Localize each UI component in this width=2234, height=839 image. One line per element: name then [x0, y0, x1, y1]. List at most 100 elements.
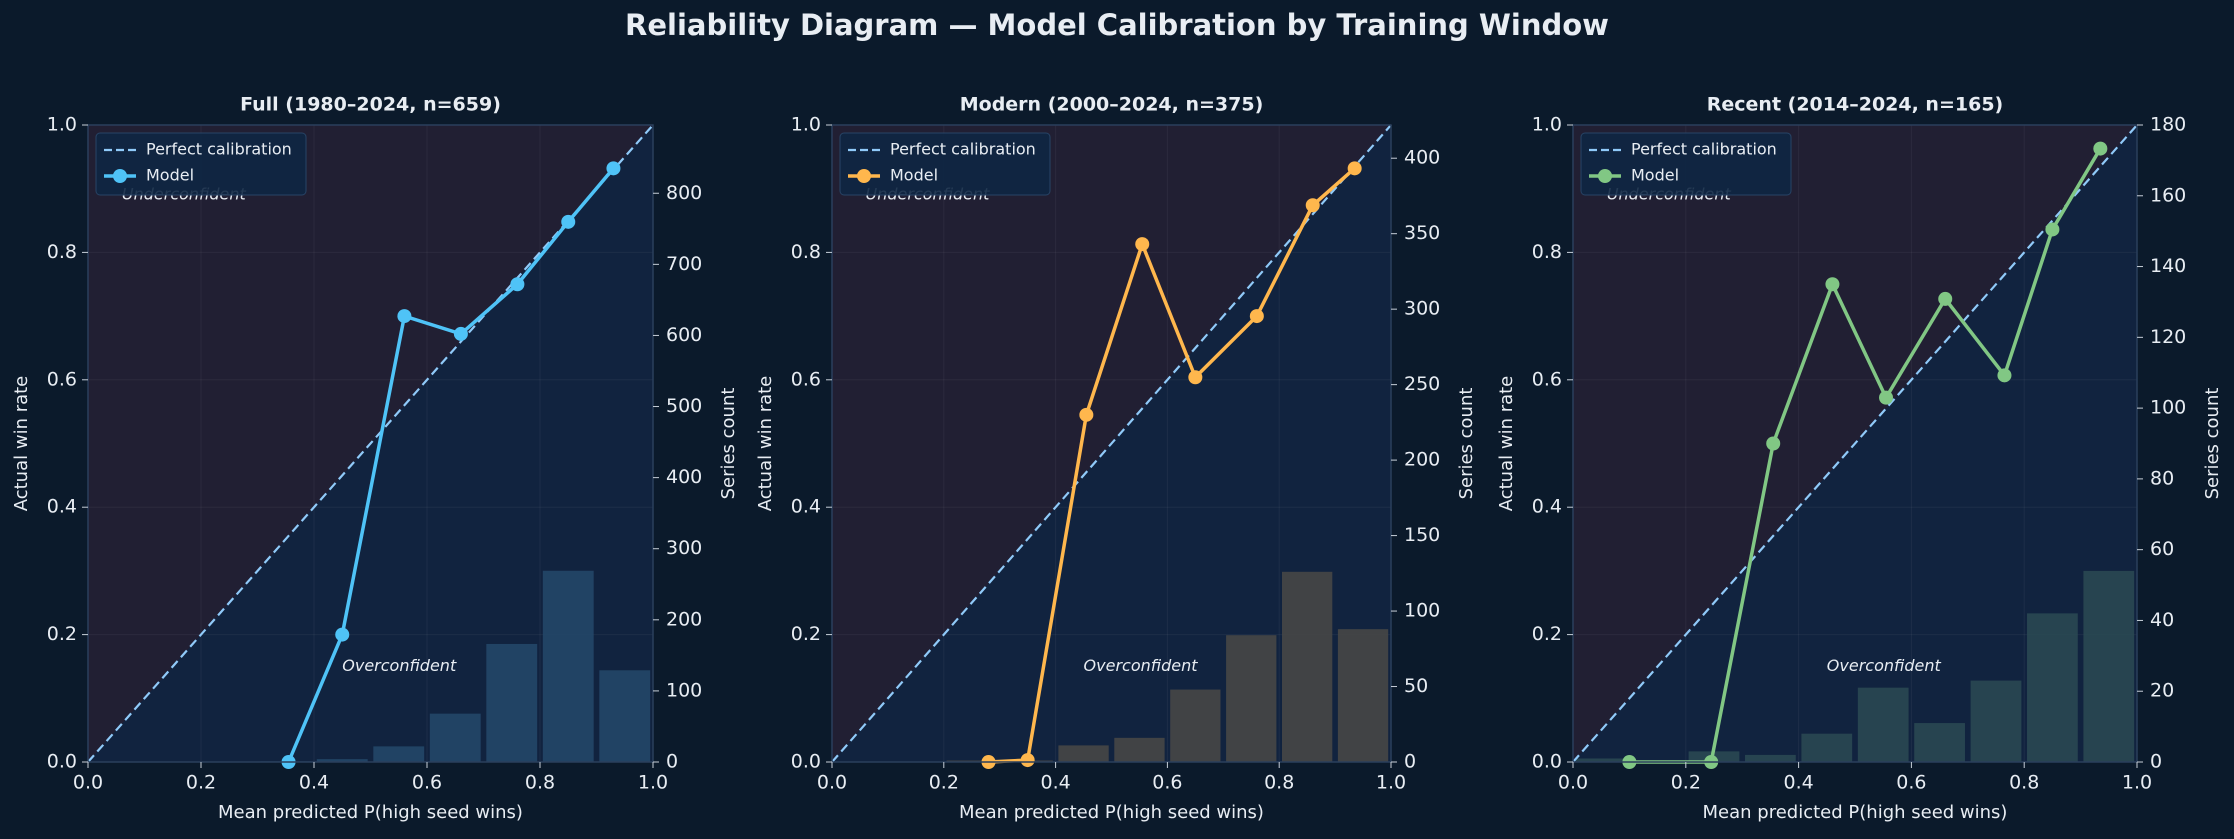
model-point [1938, 291, 1953, 306]
model-point [1997, 368, 2012, 383]
legend-marker [113, 169, 127, 183]
x-tick-label: 0.0 [1558, 772, 1588, 794]
y2-tick-label: 140 [2150, 255, 2186, 277]
count-bar [1058, 745, 1109, 762]
y-axis-label: Actual win rate [755, 376, 776, 512]
axes-frame [87, 124, 654, 763]
annotation: Overconfident [1827, 656, 1942, 675]
y-tick-label: 0.2 [47, 623, 77, 645]
y2-axis-label: Series count [2202, 388, 2223, 500]
subplot-title: Recent (2014–2024, n=165) [1707, 94, 2003, 116]
y2-tick-label: 200 [666, 608, 702, 630]
count-bar [1575, 758, 1627, 762]
figure-title: Reliability Diagram — Model Calibration … [625, 8, 1609, 42]
legend-box [839, 132, 1051, 196]
subplot: 0.0 0.2 0.4 0.6 0.8 1.00.00.20.40.60.81.00501… [755, 94, 1477, 824]
reference-line [1572, 124, 2138, 763]
y2-tick-label: 300 [1404, 298, 1440, 320]
model-point [335, 627, 350, 642]
model-point [1079, 407, 1094, 422]
y2-tick-label: 0 [2150, 751, 2162, 773]
legend-marker [1598, 169, 1612, 183]
subplot: 0.0 0.2 0.4 0.6 0.8 1.00.00.20.40.60.81.00100… [11, 94, 739, 824]
model-point [561, 214, 576, 229]
y2-tick-label: 300 [666, 537, 702, 559]
x-tick-label: 1.0 [1376, 772, 1406, 794]
model-point [510, 277, 525, 292]
y2-tick-label: 40 [2150, 609, 2174, 631]
y2-tick-label: 400 [666, 466, 702, 488]
model-point [1249, 309, 1264, 324]
y2-tick-label: 0 [666, 751, 678, 773]
y2-tick-label: 350 [1404, 222, 1440, 244]
y2-axis-label: Series count [718, 388, 739, 500]
y2-tick-label: 200 [1404, 449, 1440, 471]
count-bar [946, 760, 997, 762]
model-point [1305, 198, 1320, 213]
model-point [1879, 390, 1894, 405]
count-bar [1745, 754, 1796, 762]
y-tick-label: 0.0 [1532, 751, 1562, 773]
legend-box [1580, 132, 1792, 196]
legend-label: Perfect calibration [1631, 140, 1777, 159]
count-bar [1801, 733, 1853, 762]
legend-label: Perfect calibration [890, 140, 1036, 159]
count-bar [599, 670, 651, 762]
x-tick-label: 0.6 [412, 772, 442, 794]
legend-label: Perfect calibration [146, 140, 292, 159]
x-axis-label: Mean predicted P(high seed wins) [959, 802, 1264, 823]
model-point [1766, 436, 1781, 451]
y2-tick-label: 400 [1404, 147, 1440, 169]
annotation: Overconfident [1084, 656, 1199, 675]
y-tick-label: 0.4 [47, 496, 77, 518]
y2-tick-label: 180 [2150, 114, 2186, 136]
axes-frame [831, 124, 1392, 763]
count-bar [1914, 723, 1965, 762]
y2-tick-label: 0 [1404, 751, 1416, 773]
x-tick-label: 1.0 [2122, 772, 2152, 794]
count-bar [373, 746, 425, 762]
y2-tick-label: 600 [666, 324, 702, 346]
x-tick-label: 0.4 [1040, 772, 1070, 794]
count-bar [1970, 680, 2022, 762]
model-point [2045, 222, 2060, 237]
y-tick-label: 1.0 [47, 114, 77, 136]
y-tick-label: 0.6 [791, 368, 821, 390]
y-tick-label: 0.4 [1532, 496, 1562, 518]
model-line [988, 167, 1356, 764]
legend-box [95, 132, 307, 196]
count-bar [1226, 635, 1277, 762]
y2-tick-label: 60 [2150, 538, 2174, 560]
y2-tick-label: 20 [2150, 680, 2174, 702]
count-bar [1337, 629, 1389, 762]
y-tick-label: 0.6 [47, 368, 77, 390]
x-tick-label: 0.8 [1264, 772, 1294, 794]
x-tick-label: 0.2 [929, 772, 959, 794]
model-point [1188, 370, 1203, 385]
reference-line [87, 124, 654, 763]
y-tick-label: 0.4 [791, 496, 821, 518]
y2-tick-label: 160 [2150, 184, 2186, 206]
count-bar [429, 713, 481, 762]
subplot: 0.0 0.2 0.4 0.6 0.8 1.00.00.20.40.60.81.00204… [1496, 94, 2223, 824]
y2-axis-label: Series count [1456, 388, 1477, 500]
y-tick-label: 0.2 [1532, 623, 1562, 645]
y2-tick-label: 120 [2150, 326, 2186, 348]
y2-tick-label: 800 [666, 182, 702, 204]
model-point [1020, 753, 1035, 768]
x-tick-label: 0.8 [2009, 772, 2039, 794]
y2-tick-label: 100 [1404, 600, 1440, 622]
count-bar [486, 643, 538, 762]
y-tick-label: 0.0 [791, 751, 821, 773]
y-tick-label: 0.8 [1532, 241, 1562, 263]
y-tick-label: 1.0 [1532, 114, 1562, 136]
x-tick-label: 0.2 [1671, 772, 1701, 794]
model-point [397, 309, 412, 324]
y-axis-label: Actual win rate [1496, 376, 1517, 512]
y2-tick-label: 100 [2150, 397, 2186, 419]
y2-tick-label: 150 [1404, 524, 1440, 546]
count-bar [1114, 737, 1165, 762]
y-tick-label: 0.8 [791, 241, 821, 263]
